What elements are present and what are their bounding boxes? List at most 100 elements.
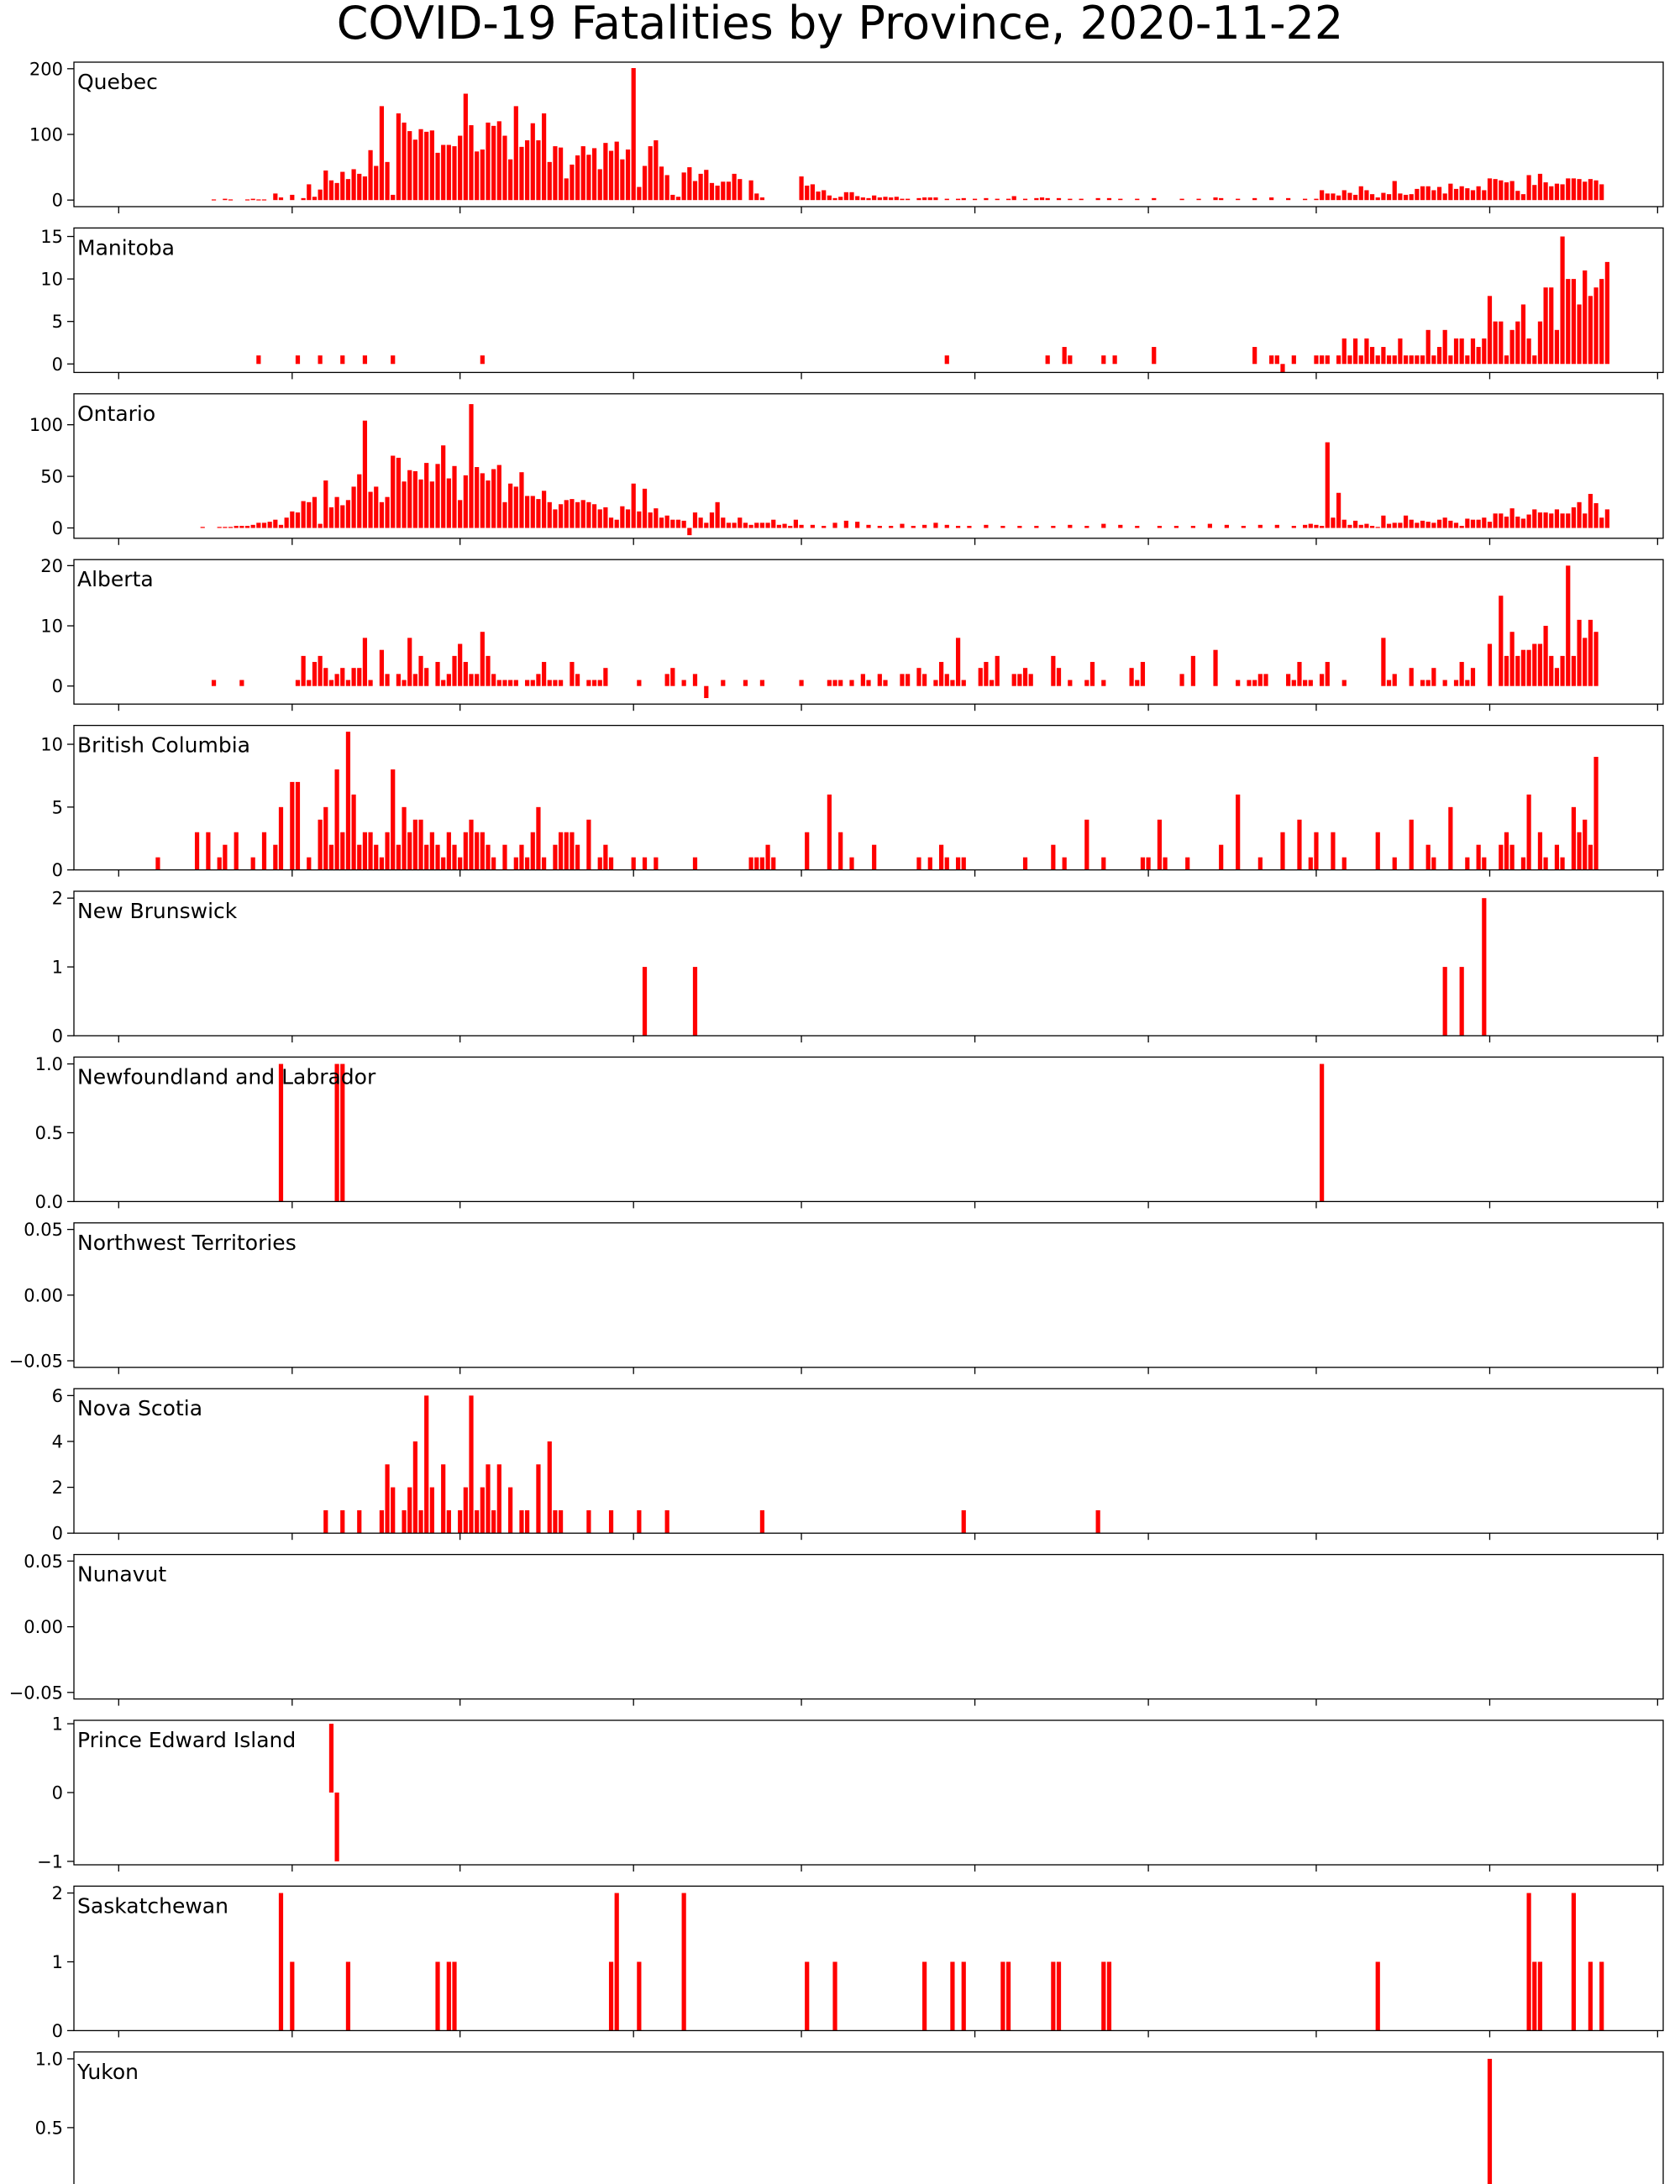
bar xyxy=(1056,197,1062,201)
bar xyxy=(822,526,827,528)
bar xyxy=(922,1961,927,2031)
panel-frame xyxy=(73,1388,1664,1534)
bar xyxy=(412,819,417,870)
bar xyxy=(1386,194,1392,201)
bar xyxy=(424,1395,429,1534)
bar xyxy=(1157,819,1163,870)
bar xyxy=(1476,186,1481,201)
bar xyxy=(463,475,468,528)
bar xyxy=(1331,193,1336,201)
bar xyxy=(1537,512,1543,528)
bar xyxy=(480,355,485,365)
panel-label: British Columbia xyxy=(77,733,250,758)
bar xyxy=(1005,1961,1011,2031)
bar xyxy=(1549,186,1554,201)
bar xyxy=(1425,844,1431,870)
bar xyxy=(396,844,401,870)
bar xyxy=(1571,806,1577,870)
bar xyxy=(1381,638,1386,686)
bar xyxy=(1431,857,1436,870)
bar xyxy=(1543,512,1548,528)
bar xyxy=(570,662,575,686)
bar xyxy=(513,106,518,201)
y-tick-label: 0 xyxy=(52,2021,63,2041)
bar xyxy=(1236,794,1241,870)
bar xyxy=(782,523,787,528)
panel-frame xyxy=(73,724,1664,871)
bar xyxy=(1291,680,1296,686)
bar xyxy=(1549,287,1554,365)
bar xyxy=(1280,832,1285,870)
bar xyxy=(1140,857,1146,870)
bar xyxy=(642,165,648,201)
panel-ontario: 0 50 100 Ontario xyxy=(29,393,1664,545)
bar xyxy=(452,655,457,686)
bar xyxy=(832,197,837,201)
bar xyxy=(441,680,446,686)
bar xyxy=(1504,655,1509,686)
bar xyxy=(441,857,446,870)
bar xyxy=(1392,522,1397,528)
bar xyxy=(290,781,295,870)
bar xyxy=(1274,355,1279,365)
bar xyxy=(1375,197,1380,201)
bar xyxy=(1482,517,1487,528)
bar xyxy=(1352,194,1358,201)
panel-label: Prince Edward Island xyxy=(77,1728,296,1752)
bar xyxy=(805,832,810,870)
bar xyxy=(1520,304,1526,365)
bar xyxy=(412,470,417,528)
bar xyxy=(385,496,390,528)
bar xyxy=(1459,526,1464,528)
bar xyxy=(1252,680,1257,686)
bar xyxy=(1482,857,1487,870)
bar xyxy=(575,674,580,686)
bar xyxy=(486,1464,491,1534)
bar xyxy=(278,806,284,870)
bar xyxy=(1022,668,1028,686)
y-tick-label: 0.00 xyxy=(24,1617,63,1637)
bar xyxy=(855,196,860,201)
bar xyxy=(1101,1961,1106,2031)
bar xyxy=(402,122,407,201)
bar xyxy=(446,478,451,528)
bar xyxy=(827,794,832,870)
bar xyxy=(1089,662,1095,686)
bar xyxy=(1593,287,1599,365)
bar xyxy=(1537,321,1543,365)
bar xyxy=(922,524,927,528)
bar xyxy=(558,147,564,201)
bar xyxy=(1571,279,1577,365)
bar xyxy=(692,967,698,1036)
bar xyxy=(351,486,356,528)
bar xyxy=(418,1509,423,1534)
bar xyxy=(860,197,865,201)
bar xyxy=(256,199,261,201)
bar xyxy=(1532,185,1537,201)
bar xyxy=(715,185,720,201)
bar xyxy=(301,197,306,201)
bar xyxy=(547,501,552,528)
bar xyxy=(1487,643,1493,686)
bar xyxy=(1431,522,1436,528)
bar xyxy=(816,192,821,201)
bar xyxy=(558,1509,564,1534)
bar xyxy=(1532,1961,1537,2031)
bar xyxy=(1308,857,1313,870)
bar xyxy=(799,176,804,201)
bar xyxy=(318,189,323,201)
bar xyxy=(379,106,385,201)
panel-frame xyxy=(73,559,1664,705)
bar xyxy=(1599,1961,1604,2031)
y-tick-label: 0 xyxy=(52,191,63,211)
bar xyxy=(625,149,631,201)
bar xyxy=(536,1464,541,1534)
bar xyxy=(368,491,373,528)
bar xyxy=(580,500,585,528)
bar xyxy=(458,1509,463,1534)
bar xyxy=(771,519,776,528)
bar xyxy=(1106,1961,1112,2031)
bar xyxy=(1325,355,1330,365)
bar xyxy=(424,668,429,686)
bar xyxy=(273,519,278,528)
